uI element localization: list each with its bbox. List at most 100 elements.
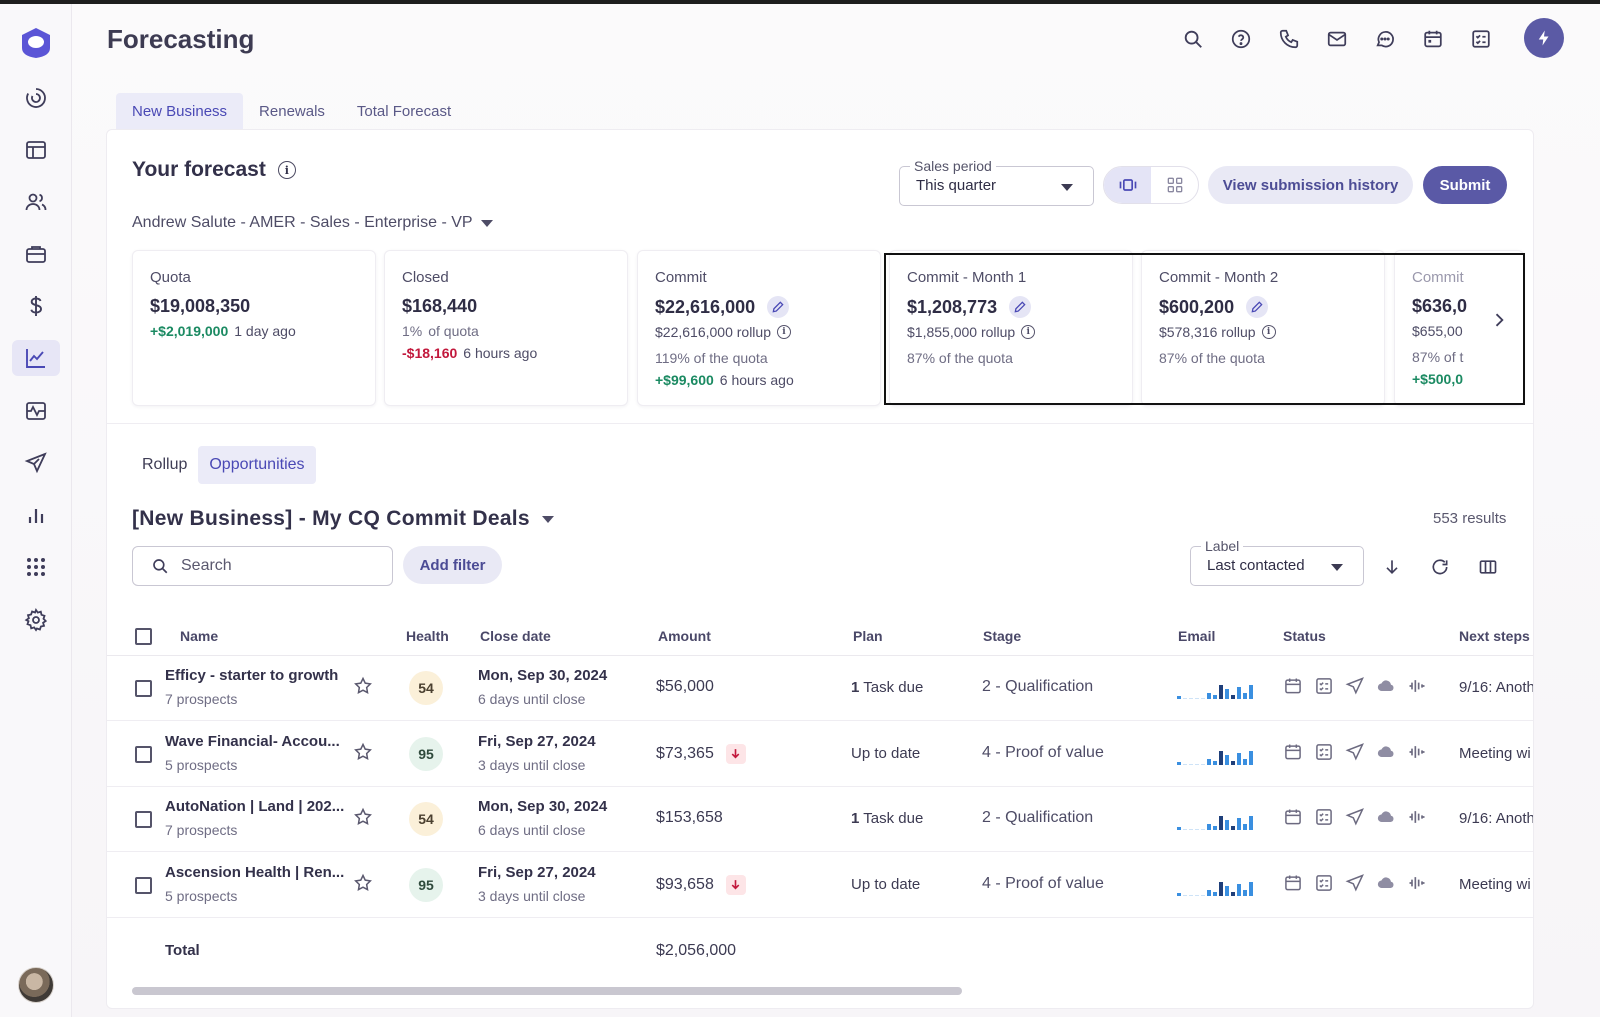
waveform-icon[interactable] [1407,807,1427,827]
sidebar-item-apps[interactable] [12,549,60,585]
plan-cell[interactable]: 1 Task due [851,679,923,696]
horizontal-scrollbar[interactable] [132,987,962,995]
plan-cell[interactable]: 1 Task due [851,810,923,827]
info-icon[interactable]: i [1021,325,1036,339]
sidebar-item-analytics[interactable] [12,497,60,533]
stage-value[interactable]: 2 - Qualification [982,809,1094,826]
info-icon[interactable]: i [1261,325,1276,339]
calendar-icon[interactable] [1283,742,1303,762]
help-button[interactable] [1228,26,1254,52]
next-steps-value[interactable]: Meeting wi [1459,744,1531,762]
next-steps-value[interactable]: Meeting wi [1459,875,1531,893]
tab-new-business[interactable]: New Business [116,93,244,129]
table-row[interactable]: Ascension Health | Ren... 5 prospects 95 Fr… [107,853,1533,918]
carousel-next-button[interactable] [1487,308,1511,332]
row-checkbox[interactable] [135,745,152,763]
info-icon[interactable]: i [277,161,296,179]
row-checkbox[interactable] [135,680,152,697]
tasks-icon[interactable] [1314,807,1334,827]
email-activity-sparkline[interactable] [1177,739,1253,765]
table-row[interactable]: Efficy - starter to growth 7 prospects 54 M… [107,656,1534,721]
calendar-button[interactable] [1420,26,1446,52]
waveform-icon[interactable] [1407,873,1427,893]
column-header-plan[interactable]: Plan [853,628,883,644]
edit-button[interactable] [1246,296,1269,318]
stage-value[interactable]: 2 - Qualification [982,678,1094,695]
sidebar-item-deals[interactable] [12,288,60,324]
star-icon[interactable] [353,742,373,762]
select-all-checkbox[interactable] [135,628,152,645]
sidebar-item-people[interactable] [12,184,60,220]
opportunity-name-link[interactable]: Ascension Health | Ren... [165,863,345,881]
email-activity-sparkline[interactable] [1177,804,1253,830]
column-header-health[interactable]: Health [406,628,449,644]
calendar-icon[interactable] [1283,873,1303,893]
cloud-icon[interactable] [1376,742,1396,762]
tasks-icon[interactable] [1314,873,1334,893]
sidebar-item-engage[interactable] [12,445,60,481]
column-header-name[interactable]: Name [180,628,219,644]
star-icon[interactable] [353,807,373,827]
edit-button[interactable] [767,296,790,318]
column-header-status[interactable]: Status [1283,628,1326,644]
opportunity-name-link[interactable]: Wave Financial- Accou... [165,732,340,750]
column-header-next-steps[interactable]: Next steps [1459,628,1530,644]
sidebar-item-forecasting[interactable] [12,340,60,376]
sidebar-item-activity[interactable] [12,393,60,429]
health-score-badge[interactable]: 95 [409,736,443,771]
health-score-badge[interactable]: 54 [409,802,443,836]
owner-selector[interactable]: Andrew Salute - AMER - Sales - Enterpris… [132,214,493,232]
sidebar-item-settings[interactable] [12,602,60,638]
mail-button[interactable] [1324,26,1350,52]
grid-view-button[interactable] [1151,167,1198,203]
view-submission-history-button[interactable]: View submission history [1208,166,1413,204]
tasks-icon[interactable] [1314,742,1334,762]
add-filter-button[interactable]: Add filter [403,546,502,584]
columns-button[interactable] [1475,554,1501,580]
column-header-amount[interactable]: Amount [658,628,711,644]
stage-value[interactable]: 4 - Proof of value [982,743,1104,761]
submit-button[interactable]: Submit [1423,166,1507,204]
search-button[interactable] [1180,26,1206,52]
tab-rollup[interactable]: Rollup [142,456,188,473]
chat-button[interactable] [1372,26,1398,52]
next-steps-value[interactable]: 9/16: Anoth [1459,679,1534,696]
label-select[interactable]: Label Last contacted [1190,538,1364,586]
carousel-view-button[interactable] [1104,167,1151,203]
refresh-button[interactable] [1427,554,1453,580]
waveform-icon[interactable] [1407,676,1427,696]
column-header-email[interactable]: Email [1178,628,1216,644]
phone-button[interactable] [1276,26,1302,52]
user-avatar[interactable] [18,967,54,1003]
calendar-icon[interactable] [1283,807,1303,827]
tab-total-forecast[interactable]: Total Forecast [356,102,452,120]
calendar-icon[interactable] [1283,676,1303,696]
saved-view-selector[interactable]: [New Business] - My CQ Commit Deals [132,507,554,531]
search-input[interactable]: Search [132,546,393,586]
info-icon[interactable]: i [777,325,791,339]
next-steps-value[interactable]: 9/16: Anoth [1459,810,1534,827]
send-icon[interactable] [1345,873,1365,893]
sidebar-item-home[interactable] [12,80,60,116]
cloud-icon[interactable] [1376,807,1396,827]
email-activity-sparkline[interactable] [1177,673,1253,699]
tab-opportunities[interactable]: Opportunities [198,446,316,484]
sidebar-item-dashboard[interactable] [12,132,60,168]
table-row[interactable]: AutoNation | Land | 202... 7 prospects 54 M… [107,787,1534,852]
row-checkbox[interactable] [135,876,152,894]
edit-button[interactable] [1009,296,1032,318]
opportunity-name-link[interactable]: Efficy - starter to growth [165,667,339,684]
tasks-button[interactable] [1468,26,1494,52]
sort-button[interactable] [1379,554,1405,580]
sales-period-select[interactable]: Sales period This quarter [899,158,1094,206]
plan-cell[interactable]: Up to date [851,745,920,762]
send-icon[interactable] [1345,676,1365,696]
opportunity-name-link[interactable]: AutoNation | Land | 202... [165,798,345,815]
column-header-close-date[interactable]: Close date [480,628,551,644]
row-checkbox[interactable] [135,811,152,828]
send-icon[interactable] [1345,742,1365,762]
cloud-icon[interactable] [1376,676,1396,696]
health-score-badge[interactable]: 54 [409,671,443,705]
cloud-icon[interactable] [1376,873,1396,893]
column-header-stage[interactable]: Stage [983,628,1022,644]
